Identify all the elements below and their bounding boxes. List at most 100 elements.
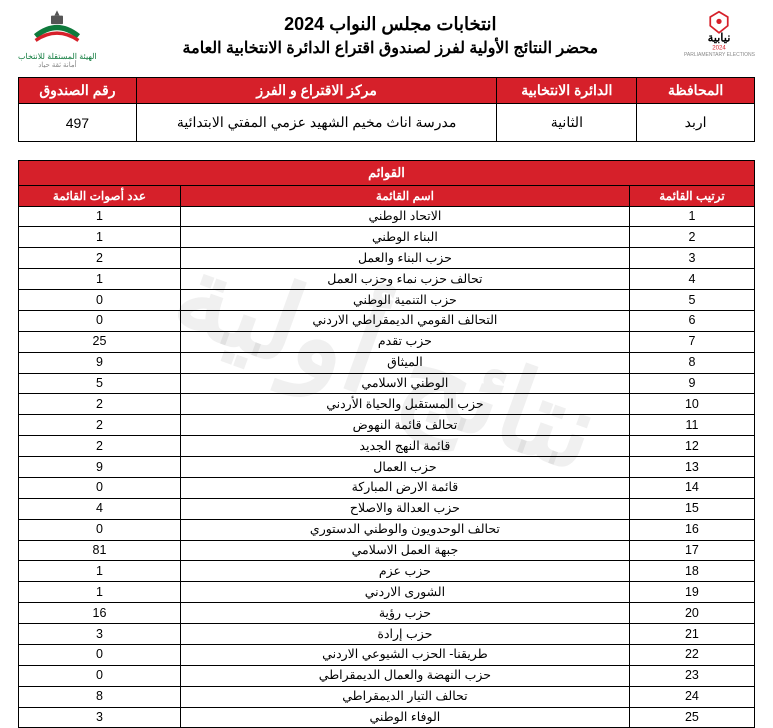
table-row: 13حزب العمال9 (19, 457, 755, 478)
cell-votes: 0 (19, 644, 181, 665)
cell-rank: 12 (629, 436, 754, 457)
cell-rank: 10 (629, 394, 754, 415)
right-logo-text: نيابية (708, 33, 731, 45)
elections-logo-icon: نيابية 2024 (692, 10, 746, 52)
cell-votes: 2 (19, 394, 181, 415)
cell-rank: 15 (629, 498, 754, 519)
value-governorate: اربد (637, 104, 755, 142)
cell-votes: 9 (19, 352, 181, 373)
cell-name: حزب البناء والعمل (180, 248, 629, 269)
table-row: 20حزب رؤية16 (19, 603, 755, 624)
iec-logo-icon (27, 10, 87, 52)
table-row: 6التحالف القومي الديمقراطي الاردني0 (19, 310, 755, 331)
cell-votes: 0 (19, 477, 181, 498)
cell-rank: 2 (629, 227, 754, 248)
cell-name: حزب عزم (180, 561, 629, 582)
lists-banner: القوائم (19, 161, 755, 186)
cell-rank: 13 (629, 457, 754, 478)
cell-rank: 7 (629, 331, 754, 352)
table-row: 23حزب النهضة والعمال الديمقراطي0 (19, 665, 755, 686)
cell-rank: 6 (629, 310, 754, 331)
cell-name: حزب إرادة (180, 624, 629, 645)
cell-votes: 2 (19, 436, 181, 457)
cell-rank: 23 (629, 665, 754, 686)
table-row: 16تحالف الوحدويون والوطني الدستوري0 (19, 519, 755, 540)
left-logo: الهيئة المستقلة للانتخاب أمانة ثقة حياد (18, 10, 97, 69)
page-header: نيابية 2024 PARLIAMENTARY ELECTIONS انتخ… (18, 10, 755, 69)
cell-votes: 0 (19, 519, 181, 540)
table-row: 15حزب العدالة والاصلاح4 (19, 498, 755, 519)
value-box: 497 (19, 104, 137, 142)
col-name: اسم القائمة (180, 185, 629, 206)
value-center: مدرسة اناث مخيم الشهيد عزمي المفتي الابت… (136, 104, 497, 142)
table-row: 25الوفاء الوطني3 (19, 707, 755, 728)
right-logo: نيابية 2024 PARLIAMENTARY ELECTIONS (684, 10, 755, 58)
cell-rank: 25 (629, 707, 754, 728)
page-subtitle: محضر النتائج الأولية لفرز لصندوق اقتراع … (97, 38, 684, 58)
header-district: الدائرة الانتخابية (497, 78, 637, 104)
cell-name: قائمة النهج الجديد (180, 436, 629, 457)
value-district: الثانية (497, 104, 637, 142)
table-row: 8الميثاق9 (19, 352, 755, 373)
table-row: 2البناء الوطني1 (19, 227, 755, 248)
cell-name: طريقنا- الحزب الشيوعي الاردني (180, 644, 629, 665)
lists-table: القوائم ترتيب القائمة اسم القائمة عدد أص… (18, 160, 755, 728)
cell-votes: 9 (19, 457, 181, 478)
table-row: 12قائمة النهج الجديد2 (19, 436, 755, 457)
page-title: انتخابات مجلس النواب 2024 (97, 14, 684, 35)
left-logo-sub: أمانة ثقة حياد (38, 61, 76, 69)
cell-name: الوفاء الوطني (180, 707, 629, 728)
table-row: 9الوطني الاسلامي5 (19, 373, 755, 394)
table-row: 5حزب التنمية الوطني0 (19, 290, 755, 311)
table-row: 19الشورى الاردني1 (19, 582, 755, 603)
table-row: 4تحالف حزب نماء وحزب العمل1 (19, 269, 755, 290)
cell-rank: 16 (629, 519, 754, 540)
cell-votes: 3 (19, 707, 181, 728)
cell-votes: 81 (19, 540, 181, 561)
cell-rank: 9 (629, 373, 754, 394)
header-governorate: المحافظة (637, 78, 755, 104)
cell-votes: 0 (19, 290, 181, 311)
cell-name: البناء الوطني (180, 227, 629, 248)
table-row: 17جبهة العمل الاسلامي81 (19, 540, 755, 561)
table-row: 7حزب تقدم25 (19, 331, 755, 352)
cell-rank: 19 (629, 582, 754, 603)
table-row: 22طريقنا- الحزب الشيوعي الاردني0 (19, 644, 755, 665)
cell-name: الاتحاد الوطني (180, 206, 629, 227)
info-table: المحافظة الدائرة الانتخابية مركز الاقترا… (18, 77, 755, 142)
cell-name: حزب تقدم (180, 331, 629, 352)
cell-name: حزب العمال (180, 457, 629, 478)
cell-name: جبهة العمل الاسلامي (180, 540, 629, 561)
cell-rank: 20 (629, 603, 754, 624)
cell-votes: 2 (19, 248, 181, 269)
cell-votes: 1 (19, 561, 181, 582)
cell-name: تحالف حزب نماء وحزب العمل (180, 269, 629, 290)
col-votes: عدد أصوات القائمة (19, 185, 181, 206)
cell-votes: 0 (19, 665, 181, 686)
right-logo-sub: PARLIAMENTARY ELECTIONS (684, 52, 755, 58)
cell-rank: 8 (629, 352, 754, 373)
header-center: مركز الاقتراع و الفرز (136, 78, 497, 104)
cell-name: تحالف قائمة النهوض (180, 415, 629, 436)
cell-name: تحالف الوحدويون والوطني الدستوري (180, 519, 629, 540)
cell-name: الوطني الاسلامي (180, 373, 629, 394)
cell-name: حزب النهضة والعمال الديمقراطي (180, 665, 629, 686)
table-row: 14قائمة الارض المباركة0 (19, 477, 755, 498)
cell-rank: 24 (629, 686, 754, 707)
cell-rank: 5 (629, 290, 754, 311)
col-rank: ترتيب القائمة (629, 185, 754, 206)
table-row: 11تحالف قائمة النهوض2 (19, 415, 755, 436)
cell-votes: 1 (19, 227, 181, 248)
cell-name: التحالف القومي الديمقراطي الاردني (180, 310, 629, 331)
cell-votes: 5 (19, 373, 181, 394)
cell-name: حزب رؤية (180, 603, 629, 624)
table-row: 24تحالف التيار الديمقراطي8 (19, 686, 755, 707)
cell-rank: 4 (629, 269, 754, 290)
cell-name: الشورى الاردني (180, 582, 629, 603)
cell-votes: 1 (19, 582, 181, 603)
cell-rank: 22 (629, 644, 754, 665)
right-logo-year: 2024 (713, 44, 727, 51)
table-row: 3حزب البناء والعمل2 (19, 248, 755, 269)
table-row: 18حزب عزم1 (19, 561, 755, 582)
cell-rank: 21 (629, 624, 754, 645)
